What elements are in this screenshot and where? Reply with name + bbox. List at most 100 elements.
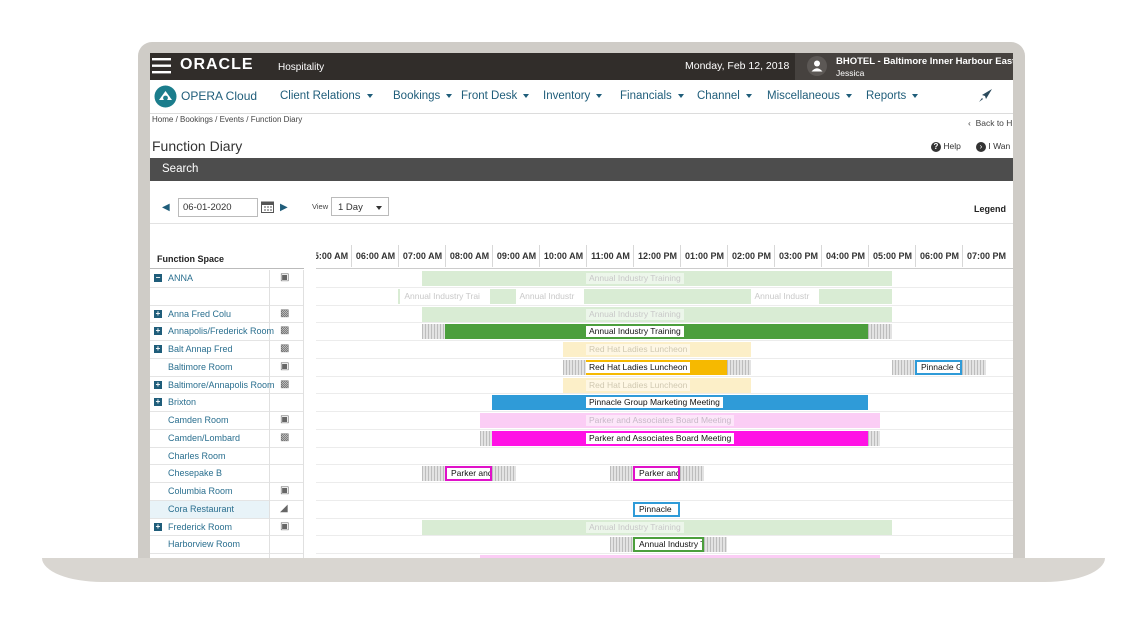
space-name[interactable]: Brixton	[168, 397, 197, 408]
booking[interactable]: Parker and Associates Board Meeting	[480, 413, 880, 428]
user-icon[interactable]	[807, 56, 827, 76]
booking[interactable]: Parker and	[445, 466, 492, 482]
space-name[interactable]: Columbia Room	[168, 486, 233, 496]
expand-toggle[interactable]: +	[154, 344, 162, 353]
space-name[interactable]: ANNA	[168, 273, 194, 283]
booking[interactable]: Annual Industry Training	[421, 271, 892, 286]
booking[interactable]: Pinnacle	[633, 501, 680, 517]
expand-toggle[interactable]: −	[154, 273, 162, 282]
booking[interactable]: Annual Industr	[515, 288, 584, 304]
booking[interactable]: Annual Industr	[750, 288, 819, 304]
back-link[interactable]: ‹ Back to H	[968, 118, 1013, 128]
property: BHOTEL - Baltimore Inner Harbour East H	[836, 56, 1013, 67]
menu-item[interactable]: Front Desk	[461, 90, 529, 102]
booking[interactable]: Parker and	[633, 466, 680, 482]
setup-time	[562, 359, 586, 375]
space-name[interactable]: Balt Annap Fred	[168, 344, 233, 354]
setup-time	[421, 466, 445, 482]
booking-label: Pinnacle Group Marketing Meeting	[586, 397, 723, 409]
time-label: 11:00 AM	[586, 245, 634, 267]
booking-label: Annual Industry Training	[586, 308, 684, 320]
expand-toggle[interactable]: +	[154, 308, 162, 318]
space-name[interactable]: Charles Room	[168, 450, 226, 461]
help-link[interactable]: ? Help	[931, 141, 961, 152]
booking[interactable]: Annual Industry Training	[445, 324, 868, 340]
setup-time	[891, 359, 915, 375]
booking[interactable]: Pinnacle Gr	[915, 359, 962, 375]
screen: ORACLE Hospitality Monday, Feb 12, 2018 …	[150, 53, 1013, 558]
prev-date[interactable]: ◀	[162, 202, 170, 213]
booking[interactable]: Annual Industry Training	[421, 306, 892, 322]
booking-label: Parker and	[636, 468, 678, 480]
space-icon: ▣	[280, 520, 290, 532]
menu-item[interactable]: Miscellaneous	[767, 90, 852, 102]
space-name[interactable]: Baltimore/Annapolis Room	[168, 379, 275, 390]
space-name[interactable]: Annapolis/Frederick Room	[168, 326, 275, 337]
quick-launch[interactable]	[976, 87, 994, 105]
i-want-link[interactable]: › I Wan	[976, 141, 1010, 152]
booking[interactable]: Annual Industry Training	[421, 519, 892, 535]
booking[interactable]: Parker and Associates Board Meeting	[492, 430, 868, 446]
booking-label: Annual Industry Tr	[636, 539, 702, 551]
breadcrumb[interactable]: Home / Bookings / Events / Function Diar…	[152, 115, 303, 124]
space-name[interactable]: Camden/Lombard	[168, 432, 241, 443]
timeline: Annual Industry Training Annual Industry …	[316, 270, 1013, 558]
menu-item[interactable]: Client Relations	[280, 90, 373, 102]
nav-bar: OPERA Cloud Client Relations Bookings Fron…	[150, 80, 1013, 114]
setup-time	[962, 359, 986, 375]
row-line	[150, 464, 304, 466]
space-name[interactable]: Harborview Room	[168, 539, 241, 550]
booking-label: Red Hat Ladies Luncheon	[586, 361, 691, 373]
setup-time	[727, 359, 751, 375]
booking[interactable]: Annual Industry Trai	[400, 288, 490, 304]
space-name[interactable]: Baltimore Room	[168, 361, 233, 372]
next-date[interactable]: ▶	[280, 202, 288, 213]
column-divider	[269, 270, 270, 558]
space-name[interactable]: Chesepake B	[168, 468, 223, 479]
brand: ORACLE	[180, 56, 254, 73]
space-name[interactable]: Camden Room	[168, 415, 229, 425]
calendar-button[interactable]	[261, 200, 274, 213]
row-line	[316, 428, 1013, 430]
space-name[interactable]: Cora Restaurant	[168, 503, 235, 514]
time-label: 12:00 PM	[633, 245, 681, 267]
menu-item[interactable]: Bookings	[393, 90, 452, 102]
search-bar[interactable]: Search	[150, 158, 1013, 181]
legend-link[interactable]: Legend	[974, 204, 1007, 214]
menu-item[interactable]: Reports	[866, 90, 918, 102]
time-label: 06:00 PM	[915, 245, 963, 267]
date-input[interactable]: 06-01-2020	[178, 198, 258, 217]
time-label: 09:00 AM	[492, 245, 540, 267]
booking[interactable]: Annual Industry Tr	[633, 537, 704, 553]
app-logo	[154, 85, 177, 108]
row-line	[150, 553, 304, 554]
row-line	[316, 357, 1013, 359]
booking-label: Red Hat Ladies Luncheon	[586, 344, 691, 355]
setup-time	[703, 537, 727, 553]
time-label: 01:00 PM	[680, 245, 728, 267]
row-line	[150, 393, 304, 395]
menu-button[interactable]	[152, 57, 172, 75]
expand-toggle[interactable]: +	[154, 326, 162, 336]
menu-item[interactable]: Channel	[697, 90, 752, 102]
expand-toggle[interactable]: +	[154, 521, 162, 531]
expand-toggle[interactable]: +	[154, 397, 162, 407]
menu-item[interactable]: Inventory	[543, 90, 602, 102]
row-line	[150, 304, 304, 306]
booking[interactable]: Red Hat Ladies Luncheon	[562, 377, 751, 393]
view-select[interactable]: 1 Day	[331, 197, 389, 216]
row-line	[150, 499, 304, 501]
i-want-text: I Wan	[988, 141, 1011, 151]
row-line	[316, 375, 1013, 377]
booking[interactable]: Red Hat Ladies Luncheon	[562, 342, 751, 357]
menu-item[interactable]: Financials	[620, 90, 684, 102]
booking[interactable]: Pinnacle Group Marketing Meeting	[492, 395, 868, 411]
expand-toggle[interactable]: +	[154, 379, 162, 389]
row-line	[316, 446, 1013, 448]
row-line	[316, 340, 1013, 341]
space-name[interactable]: Frederick Room	[168, 521, 233, 532]
search-title: Search	[162, 163, 199, 175]
booking[interactable]: Red Hat Ladies Luncheon	[586, 359, 727, 375]
space-name[interactable]: Anna Fred Colu	[168, 308, 232, 319]
column-divider	[303, 270, 304, 558]
